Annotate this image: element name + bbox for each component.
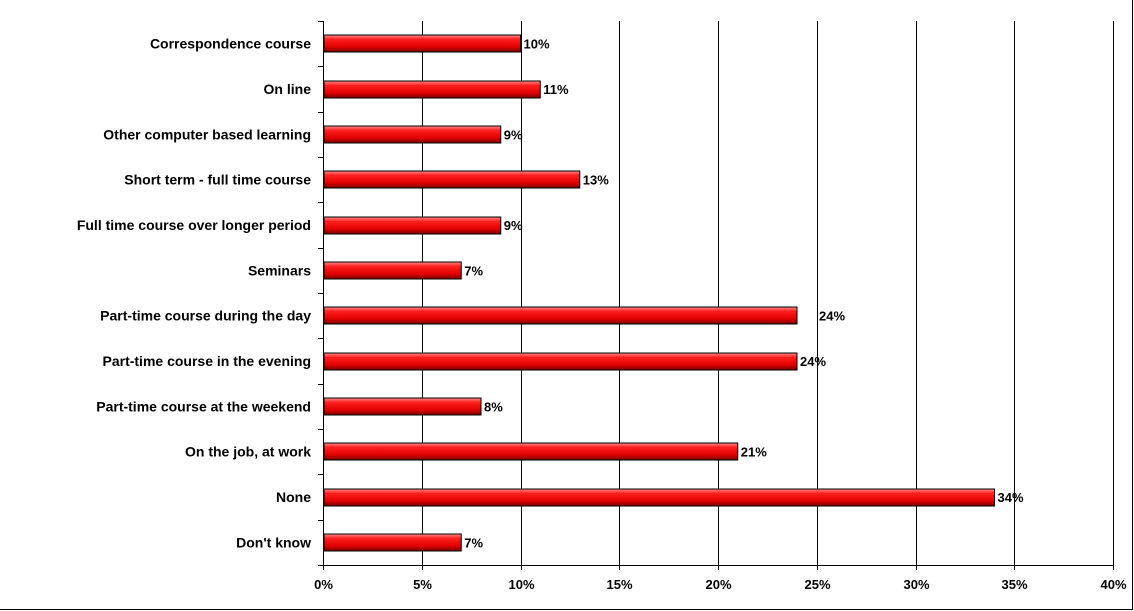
category-label-on-line: On line [264,81,312,97]
bar-part-time-course-during-the-day [323,306,798,325]
data-label-full-time-course-over-longer-period: 9% [504,218,523,233]
data-label-seminars: 7% [464,263,483,278]
category-label-part-time-course-at-the-weekend: Part-time course at the weekend [96,398,311,414]
data-label-on-the-job-at-work: 21% [741,445,767,460]
x-tick-label-5: 5% [413,577,432,592]
x-tick-label-40: 40% [1100,577,1126,592]
bar-correspondence-course [323,34,521,53]
x-tick-label-35: 35% [1001,577,1027,592]
x-tick-label-30: 30% [903,577,929,592]
bar-other-computer-based-learning [323,125,502,144]
data-label-on-line: 11% [543,82,569,97]
bar-on-line [323,80,541,99]
category-label-seminars: Seminars [248,262,311,278]
bar-don-t-know [323,533,462,552]
bar-full-time-course-over-longer-period [323,216,502,235]
data-label-don-t-know: 7% [464,535,483,550]
data-label-correspondence-course: 10% [524,37,550,52]
axes [318,21,1114,570]
data-label-part-time-course-in-the-evening: 24% [800,354,826,369]
category-label-correspondence-course: Correspondence course [150,36,311,52]
bar-part-time-course-in-the-evening [323,352,798,371]
category-label-full-time-course-over-longer-period: Full time course over longer period [77,217,311,233]
x-tick-label-0: 0% [314,577,333,592]
bar-part-time-course-at-the-weekend [323,397,482,416]
data-label-short-term-full-time-course: 13% [583,173,609,188]
data-label-other-computer-based-learning: 9% [504,127,523,142]
x-tick-label-25: 25% [804,577,830,592]
gridlines [422,21,1114,565]
bar-on-the-job-at-work [323,442,739,461]
x-tick-label-20: 20% [705,577,731,592]
bar-short-term-full-time-course [323,170,581,189]
bars [323,34,995,552]
category-label-none: None [276,489,311,505]
bar-none [323,488,995,507]
category-label-short-term-full-time-course: Short term - full time course [124,172,311,188]
data-label-none: 34% [998,490,1024,505]
category-label-on-the-job-at-work: On the job, at work [185,444,311,460]
category-label-part-time-course-in-the-evening: Part-time course in the evening [103,353,312,369]
category-label-other-computer-based-learning: Other computer based learning [103,126,311,142]
data-label-part-time-course-during-the-day: 24% [819,309,845,324]
category-label-don-t-know: Don't know [236,534,311,550]
x-tick-label-10: 10% [508,577,534,592]
data-label-part-time-course-at-the-weekend: 8% [484,399,503,414]
category-label-part-time-course-during-the-day: Part-time course during the day [100,308,311,324]
bar-seminars [323,261,462,280]
x-tick-label-15: 15% [606,577,632,592]
labels: Correspondence course 10% On line 11% Other … [77,36,1127,592]
